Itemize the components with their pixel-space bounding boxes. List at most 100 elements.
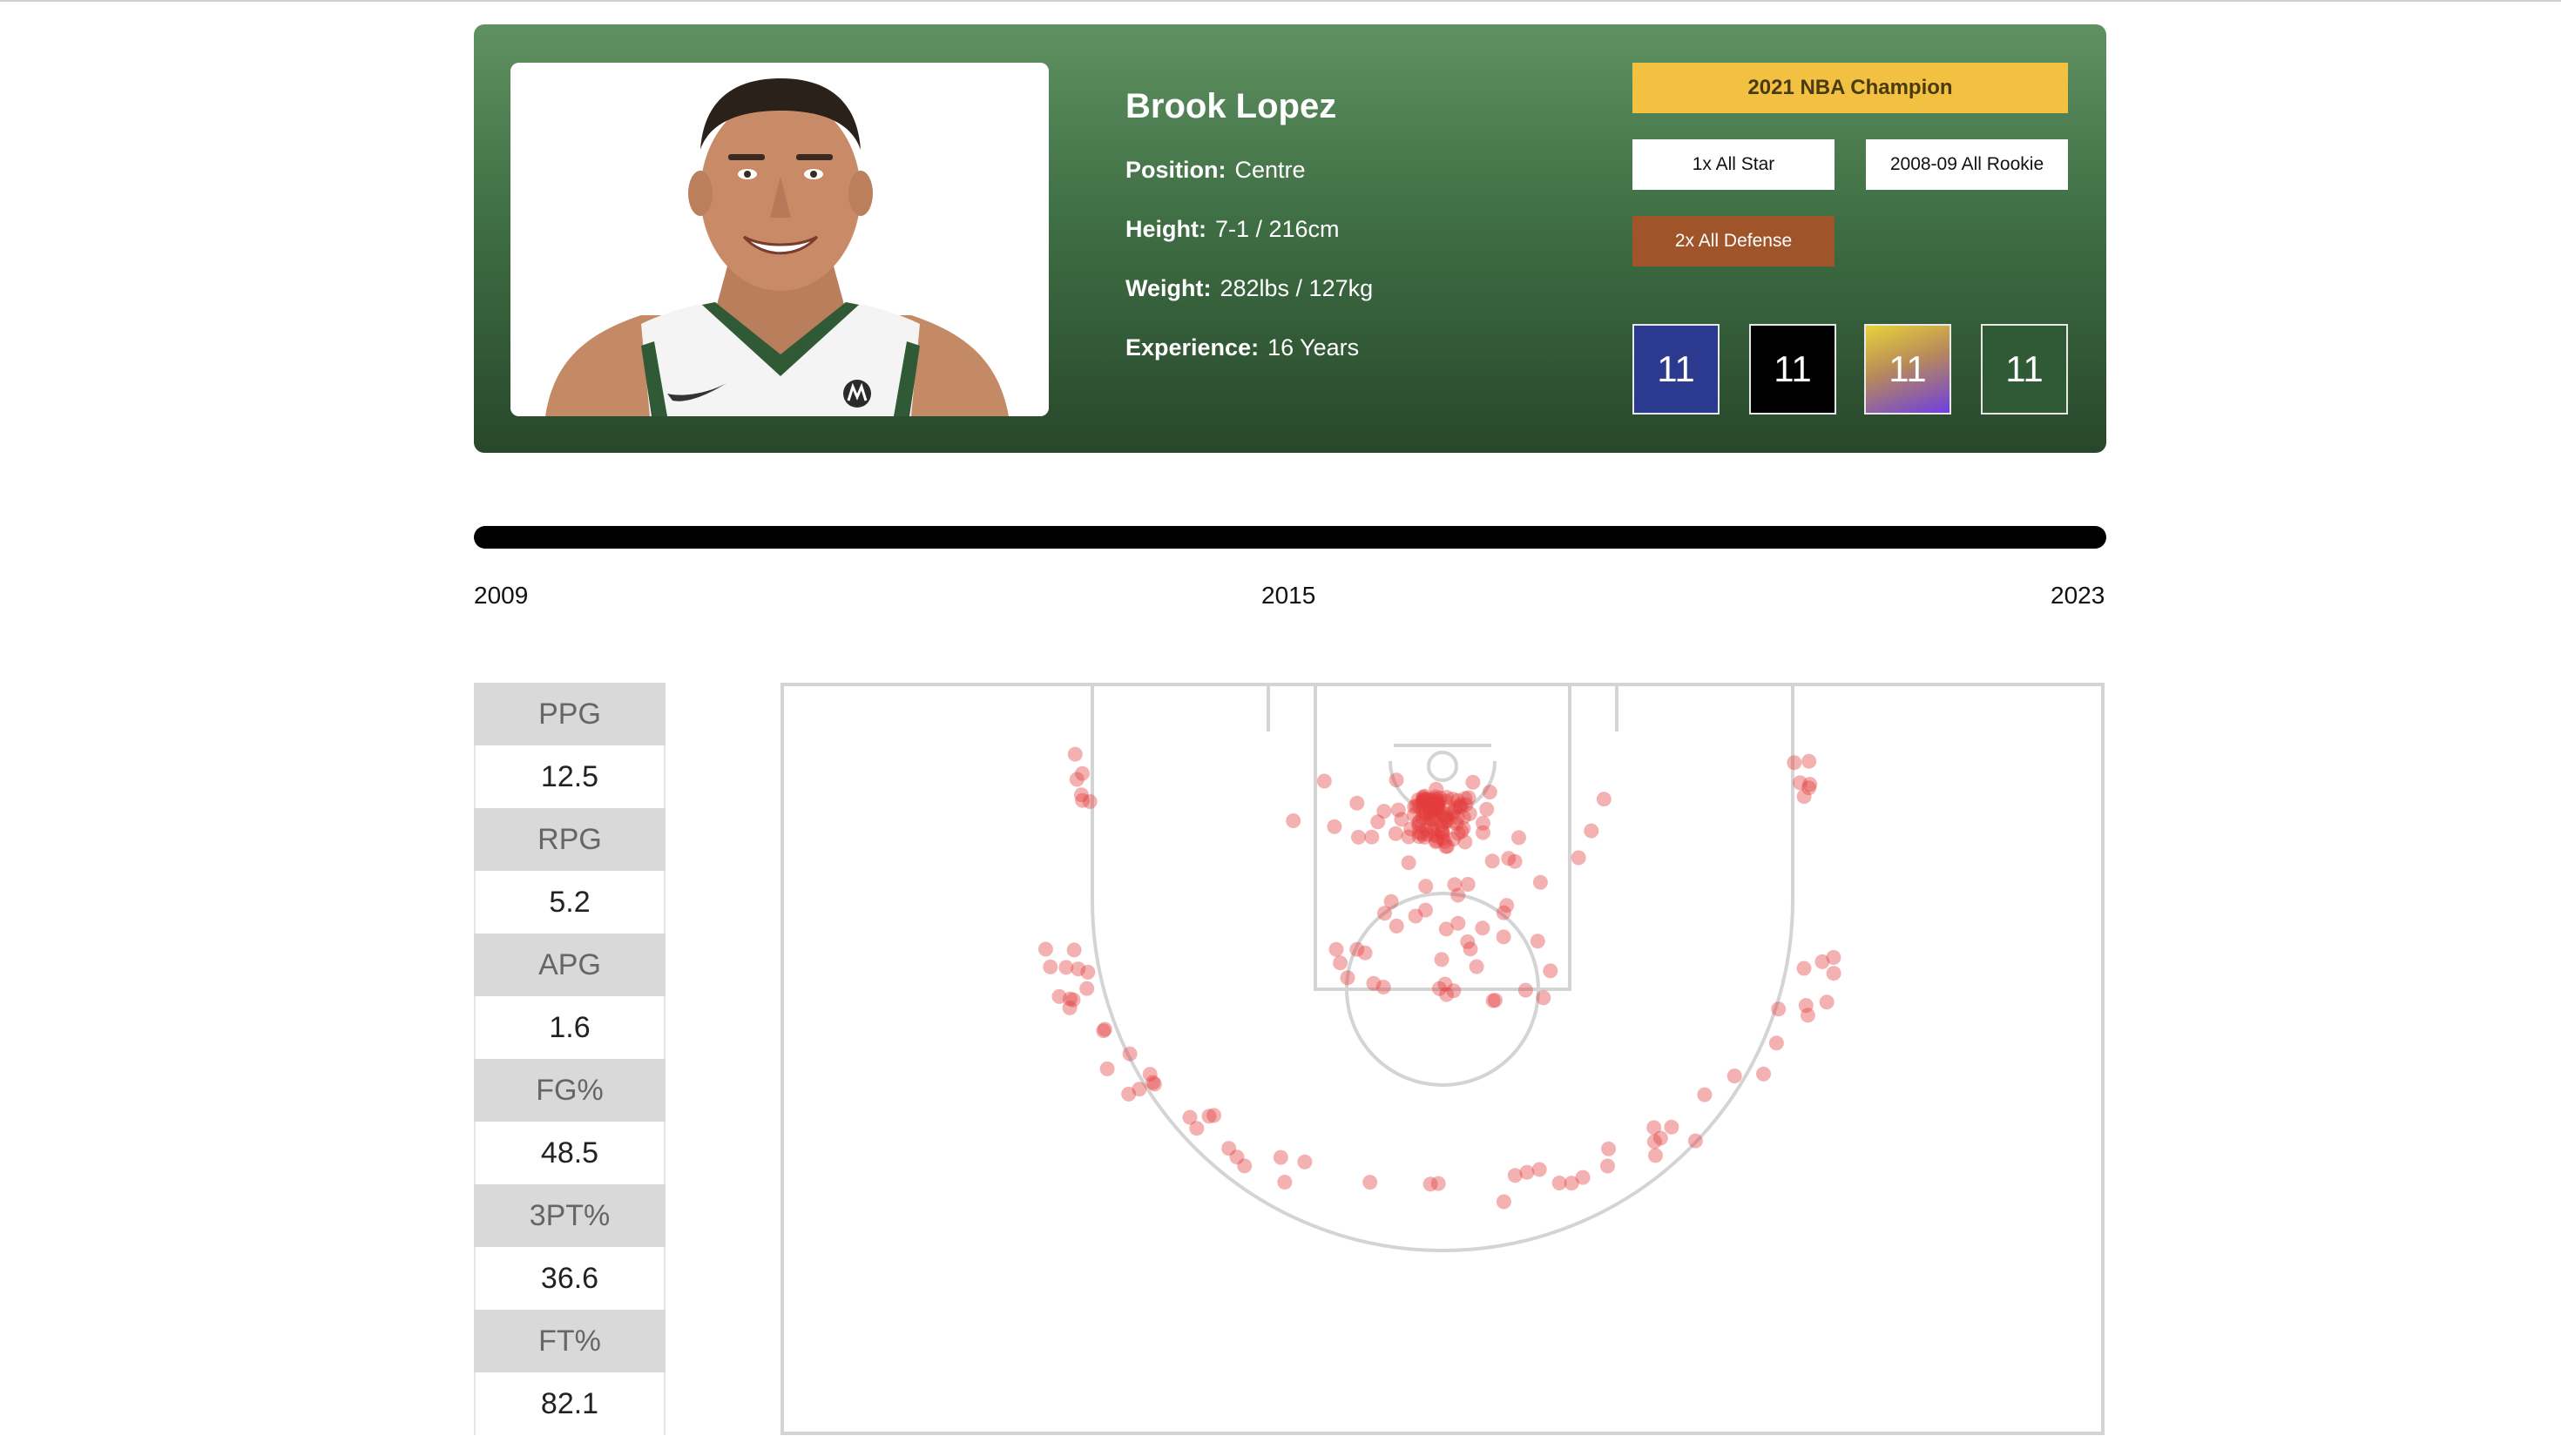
stats-table: PPG 12.5 RPG 5.2 APG 1.6 FG% 48.5 3PT% 3… <box>474 683 666 1435</box>
shot-marker <box>1437 793 1453 809</box>
shot-marker <box>1075 792 1091 808</box>
shot-marker <box>1453 799 1469 815</box>
shot-marker <box>1362 1175 1378 1190</box>
shot-marker <box>1376 804 1392 819</box>
shot-marker <box>1071 961 1086 977</box>
shot-marker <box>1412 799 1428 814</box>
height-value: 7-1 / 216cm <box>1214 216 1340 242</box>
shot-marker <box>1446 832 1461 846</box>
shot-marker <box>1079 981 1095 996</box>
shot-marker <box>1221 1141 1237 1156</box>
timeline-end-label: 2023 <box>2051 582 2105 609</box>
player-photo <box>510 63 1049 416</box>
shot-marker <box>1429 803 1444 819</box>
shot-marker <box>1122 1046 1138 1062</box>
shot-marker <box>1456 820 1471 836</box>
shot-marker <box>1418 822 1434 838</box>
shot-marker <box>1453 797 1469 812</box>
shot-marker <box>1460 934 1476 949</box>
shot-marker <box>1430 799 1446 814</box>
shot-marker <box>1450 915 1466 931</box>
shot-marker <box>1531 1162 1547 1177</box>
shot-marker <box>1364 829 1380 845</box>
shot-marker <box>1062 991 1078 1007</box>
shot-marker <box>1409 798 1424 813</box>
shot-marker <box>1462 806 1477 821</box>
weight-label: Weight: <box>1125 275 1212 301</box>
shot-marker <box>1438 807 1454 823</box>
shot-marker <box>1428 789 1443 805</box>
shot-marker <box>1415 794 1430 810</box>
shot-marker <box>1458 797 1474 812</box>
shot-marker <box>1062 1000 1078 1015</box>
shot-marker <box>1798 998 1814 1014</box>
shot-marker <box>1375 980 1391 994</box>
shot-marker <box>1434 952 1449 967</box>
shot-marker <box>1438 921 1454 937</box>
shot-marker <box>1768 1035 1784 1051</box>
shot-marker <box>1065 992 1081 1008</box>
shot-marker <box>1366 975 1382 991</box>
shot-marker <box>1814 954 1830 969</box>
shot-marker <box>1237 1158 1253 1174</box>
stat-value-rpg: 5.2 <box>474 871 666 934</box>
shot-marker <box>1450 826 1466 841</box>
shot-marker <box>1066 942 1082 958</box>
shot-marker <box>1507 1168 1523 1183</box>
shot-marker <box>1427 798 1443 813</box>
jersey-number-nets: 11 <box>1632 324 1720 415</box>
shot-marker <box>1431 793 1447 809</box>
shot-marker <box>1826 950 1841 965</box>
shot-marker <box>1389 918 1404 934</box>
career-timeline-slider[interactable] <box>474 526 2106 549</box>
shot-marker <box>1422 806 1437 822</box>
shot-marker <box>1189 1121 1205 1136</box>
shot-marker <box>1456 810 1471 825</box>
shot-marker <box>1411 819 1427 834</box>
shot-marker <box>1415 811 1430 826</box>
shot-marker <box>1476 815 1490 831</box>
shot-marker <box>1646 1134 1662 1149</box>
shot-marker <box>1428 812 1443 827</box>
free-throw-circle <box>1345 892 1540 1087</box>
shot-marker <box>1475 920 1490 936</box>
shot-marker <box>1484 853 1500 869</box>
shot-marker <box>1333 955 1348 971</box>
shot-marker <box>1446 805 1462 820</box>
all-defense-badge: 2x All Defense <box>1632 216 1835 266</box>
shot-marker <box>1431 801 1447 817</box>
shot-marker <box>1425 812 1441 828</box>
shot-marker <box>1543 963 1558 979</box>
shot-marker <box>1340 970 1355 986</box>
shot-marker <box>1449 810 1465 826</box>
shot-marker <box>1429 801 1445 817</box>
shot-marker <box>1485 993 1501 1008</box>
shot-marker <box>1328 941 1344 957</box>
shot-marker <box>1440 839 1455 854</box>
shot-marker <box>1099 1061 1115 1076</box>
shot-marker <box>1429 796 1445 812</box>
shot-marker <box>1469 959 1484 974</box>
shot-marker <box>1436 809 1452 825</box>
shot-marker <box>1349 795 1365 811</box>
shot-marker <box>1206 1108 1222 1123</box>
shot-marker <box>1461 790 1476 806</box>
shot-marker <box>1370 814 1386 830</box>
shot-marker <box>1530 934 1545 949</box>
shot-marker <box>1428 834 1443 850</box>
timeline-middle-label: 2015 <box>1261 582 1316 609</box>
hoop-rim <box>1427 751 1458 782</box>
shot-marker <box>1410 815 1426 831</box>
shot-marker <box>1519 1164 1535 1180</box>
shot-marker <box>1419 792 1435 807</box>
shot-marker <box>1496 929 1511 945</box>
shot-marker <box>1417 807 1433 822</box>
shot-marker <box>1422 798 1437 813</box>
shot-marker <box>1449 792 1465 808</box>
shot-marker <box>1316 773 1332 789</box>
shot-marker <box>1429 797 1445 812</box>
shot-marker <box>1826 966 1841 981</box>
shot-marker <box>1424 792 1440 808</box>
shot-marker <box>1423 796 1439 812</box>
shot-marker <box>1801 753 1817 769</box>
